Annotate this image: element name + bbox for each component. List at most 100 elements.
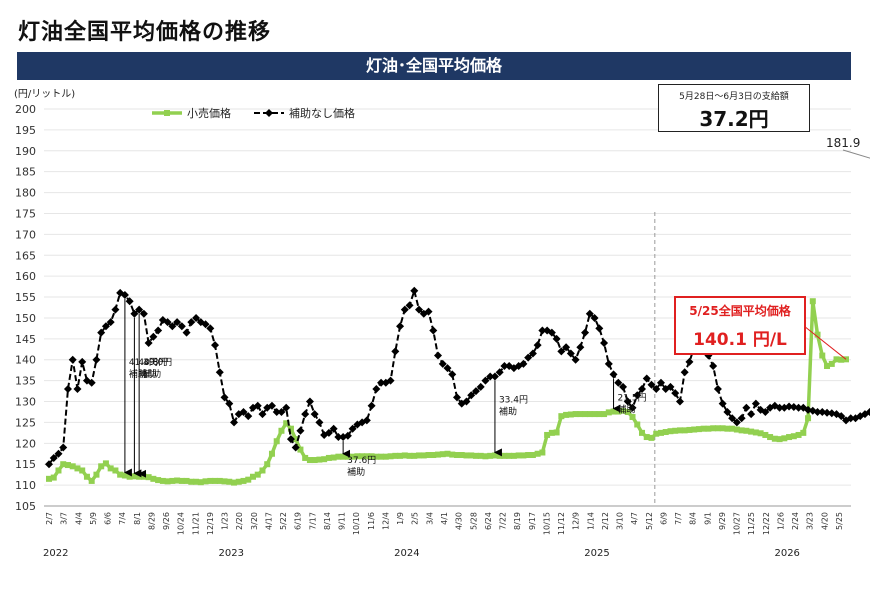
y-axis-unit: (円/リットル): [14, 89, 76, 100]
unsubsidized-price-marker: [590, 313, 599, 322]
unsubsidized-price-marker: [111, 305, 120, 314]
y-tick-label: 105: [15, 500, 36, 513]
retail-price-marker: [378, 453, 385, 460]
retail-price-marker: [363, 453, 370, 460]
retail-price-marker: [235, 478, 242, 485]
x-tick-label: 12/9: [572, 512, 581, 530]
retail-price-marker: [814, 331, 821, 338]
retail-price-marker: [601, 411, 608, 418]
retail-price-marker: [159, 477, 166, 484]
retail-price-marker: [188, 478, 195, 485]
unsubsidized-price-marker: [177, 322, 186, 331]
retail-price-marker: [558, 413, 565, 420]
retail-price-marker: [169, 477, 176, 484]
unsubsidized-price-marker: [438, 359, 447, 368]
retail-price-marker: [453, 452, 460, 459]
subsidy-amount-label: 33.4円補助: [499, 394, 528, 417]
latest-price-title: 5/25全国平均価格: [689, 304, 791, 318]
retail-price-marker: [283, 420, 290, 427]
retail-price-marker: [202, 478, 209, 485]
retail-price-marker: [667, 428, 674, 435]
y-tick-label: 150: [15, 312, 36, 325]
retail-price-marker: [724, 425, 731, 432]
unsubsidized-price-marker: [101, 322, 110, 331]
retail-price-marker: [700, 425, 707, 432]
unsubsidized-price-marker: [709, 362, 718, 371]
year-label: 2024: [394, 548, 419, 559]
retail-price-marker: [544, 431, 551, 438]
unsubsidized-price-marker: [685, 357, 694, 366]
retail-price-marker: [629, 413, 636, 420]
y-tick-label: 200: [15, 103, 36, 116]
retail-price-marker: [302, 454, 309, 461]
x-tick-label: 10/27: [733, 512, 742, 535]
unsubsidized-price-marker: [187, 318, 196, 327]
retail-price-marker: [520, 452, 527, 459]
retail-price-marker: [245, 476, 252, 483]
legend-unsub-label: 補助なし価格: [289, 106, 355, 120]
unsubsidized-price-marker: [571, 355, 580, 364]
subsidy-amount-label: 40.8円補助: [138, 357, 167, 380]
retail-price-marker: [259, 467, 266, 474]
x-tick-label: 1/14: [586, 512, 595, 530]
y-tick-label: 135: [15, 375, 36, 388]
retail-price-marker: [591, 411, 598, 418]
unsubsidized-price-marker: [742, 403, 751, 412]
y-tick-label: 160: [15, 270, 36, 283]
retail-price-marker: [330, 454, 337, 461]
retail-price-marker: [805, 415, 812, 422]
retail-price-marker: [382, 453, 389, 460]
retail-price-marker: [325, 454, 332, 461]
retail-price-marker: [800, 429, 807, 436]
x-tick-label: 10/24: [177, 512, 186, 535]
retail-price-marker: [174, 477, 181, 484]
unsubsidized-price-marker: [78, 357, 87, 366]
unsubsidized-price-marker: [201, 320, 210, 329]
retail-price-marker: [297, 446, 304, 453]
unsubsidized-price-marker: [239, 407, 248, 416]
retail-price-marker: [686, 426, 693, 433]
x-tick-label: 5/12: [645, 512, 654, 530]
x-tick-label: 6/6: [104, 512, 113, 525]
retail-price-marker: [145, 474, 152, 481]
unsubsidized-price-marker: [192, 313, 201, 322]
retail-price-marker: [705, 425, 712, 432]
unsubsidized-price-marker: [675, 397, 684, 406]
retail-price-marker: [193, 478, 200, 485]
retail-price-marker: [672, 427, 679, 434]
x-tick-label: 1/9: [396, 512, 405, 525]
y-tick-label: 175: [15, 207, 36, 220]
x-tick-label: 3/7: [60, 512, 69, 525]
x-tick-label: 4/30: [455, 512, 464, 530]
retail-price-marker: [207, 477, 214, 484]
unsubsidized-price-marker: [372, 384, 381, 393]
unsubsidized-price-marker: [628, 403, 637, 412]
retail-price-marker: [676, 427, 683, 434]
unsubsidized-price-marker: [652, 384, 661, 393]
x-tick-label: 4/4: [74, 512, 83, 525]
unsubsidized-price-marker: [267, 401, 276, 410]
unsubsidized-price-marker: [277, 407, 286, 416]
retail-price-marker: [657, 429, 664, 436]
y-tick-label: 140: [15, 354, 36, 367]
unsubsidized-price-marker: [538, 326, 547, 335]
x-tick-label: 6/9: [659, 512, 668, 525]
unsubsidized-price-marker: [785, 402, 794, 411]
unsubsidized-price-marker: [282, 403, 291, 412]
retail-price-marker: [525, 452, 532, 459]
peak-leader-line: [842, 149, 870, 159]
unsubsidized-price-marker: [519, 359, 528, 368]
unsubsidized-price-marker: [524, 353, 533, 362]
unsubsidized-price-marker: [813, 407, 822, 416]
latest-price-value: 140.1 円/L: [693, 330, 787, 350]
retail-price-marker: [639, 429, 646, 436]
unsubsidized-price-marker: [305, 397, 314, 406]
retail-price-marker: [767, 434, 774, 441]
unsubsidized-price-marker: [106, 318, 115, 327]
y-tick-label: 180: [15, 187, 36, 200]
retail-price-marker: [729, 425, 736, 432]
unsubsidized-price-marker: [230, 418, 239, 427]
unsubsidized-price-marker: [680, 368, 689, 377]
retail-price-marker: [781, 435, 788, 442]
retail-price-marker: [212, 477, 219, 484]
